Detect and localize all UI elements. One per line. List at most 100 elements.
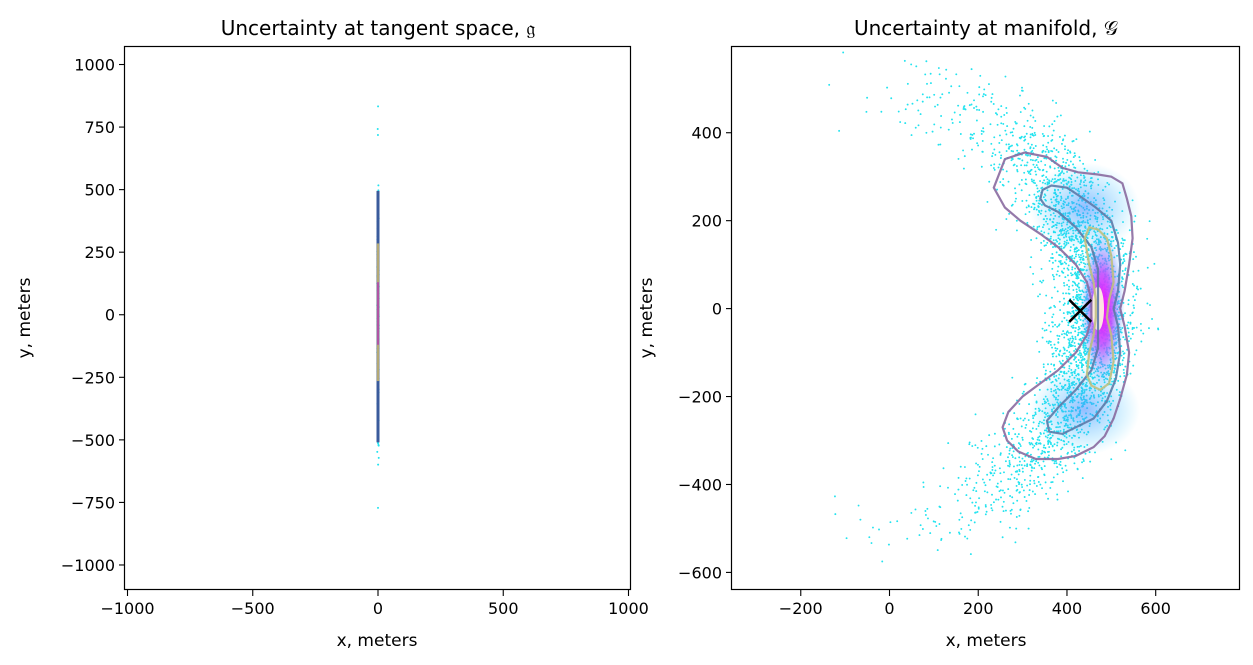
scatter-point: [1040, 267, 1043, 270]
scatter-point: [1062, 330, 1065, 333]
scatter-point: [990, 472, 993, 475]
scatter-point: [1065, 319, 1068, 322]
scatter-point: [1127, 299, 1130, 302]
scatter-point: [1036, 340, 1039, 343]
scatter-point: [928, 96, 931, 99]
scatter-point: [1079, 290, 1082, 293]
scatter-point: [1067, 331, 1070, 334]
scatter-point: [986, 491, 989, 494]
scatter-point: [986, 200, 989, 203]
scatter-point: [988, 180, 991, 183]
scatter-point: [1057, 338, 1060, 340]
scatter-point: [919, 524, 922, 527]
scatter-point: [1063, 297, 1065, 300]
scatter-point: [910, 134, 913, 137]
scatter-point: [1069, 160, 1072, 163]
scatter-point: [1072, 298, 1075, 301]
scatter-point: [1051, 325, 1054, 328]
scatter-point: [1043, 444, 1046, 447]
scatter-point: [991, 155, 994, 158]
scatter-point: [1067, 324, 1070, 327]
scatter-point: [1126, 324, 1129, 327]
scatter-point: [1059, 309, 1062, 311]
scatter-point: [1031, 283, 1034, 286]
scatter-point: [1035, 237, 1038, 240]
scatter-point: [1035, 173, 1038, 176]
right-x-ticks: −200 0 200 400 600: [779, 590, 1171, 618]
scatter-point: [977, 507, 980, 510]
scatter-point: [1075, 297, 1078, 300]
scatter-point: [1029, 483, 1031, 486]
scatter-point: [904, 108, 907, 111]
scatter-point: [1074, 302, 1077, 305]
scatter-point: [1037, 161, 1040, 163]
scatter-point: [1058, 300, 1061, 303]
scatter-point: [845, 537, 848, 540]
scatter-point: [1049, 306, 1052, 309]
scatter-point: [1053, 167, 1056, 170]
scatter-point: [1062, 480, 1064, 483]
scatter-point: [1016, 499, 1019, 502]
scatter-point: [377, 463, 380, 466]
scatter-point: [1010, 437, 1013, 440]
right-xtick-label: 400: [1052, 599, 1083, 618]
scatter-point: [1063, 134, 1066, 137]
scatter-point: [1031, 460, 1034, 463]
scatter-point: [1025, 423, 1028, 426]
left-ytick-label: −750: [71, 493, 115, 512]
scatter-point: [981, 140, 984, 142]
scatter-point: [965, 494, 968, 497]
scatter-point: [1057, 353, 1060, 356]
scatter-point: [1135, 287, 1138, 290]
scatter-point: [1078, 349, 1081, 352]
scatter-point: [926, 507, 929, 510]
scatter-point: [1059, 261, 1062, 264]
right-ytick-label: 0: [712, 300, 722, 319]
scatter-point: [985, 445, 988, 448]
scatter-point: [1058, 463, 1061, 466]
scatter-point: [951, 118, 953, 121]
scatter-point: [1053, 147, 1056, 150]
scatter-point: [1015, 122, 1018, 125]
scatter-point: [1123, 272, 1126, 275]
scatter-point: [1026, 154, 1029, 157]
scatter-point: [1057, 341, 1060, 344]
scatter-point: [1044, 447, 1047, 449]
scatter-point: [377, 443, 380, 446]
scatter-point: [1007, 180, 1010, 183]
scatter-point: [939, 126, 942, 129]
scatter-point: [1011, 131, 1014, 134]
scatter-point: [1056, 290, 1059, 293]
scatter-point: [1026, 170, 1029, 173]
scatter-point: [1125, 253, 1128, 256]
scatter-point: [914, 508, 917, 511]
scatter-point: [1062, 292, 1065, 295]
scatter-point: [1133, 307, 1136, 309]
scatter-point: [1018, 481, 1021, 484]
scatter-point: [1022, 419, 1025, 422]
scatter-point: [1002, 510, 1005, 513]
scatter-point: [929, 72, 932, 75]
scatter-point: [1032, 459, 1035, 462]
scatter-point: [1045, 170, 1048, 173]
scatter-point: [1005, 112, 1008, 114]
scatter-point: [1043, 329, 1046, 332]
scatter-point: [1067, 355, 1070, 358]
scatter-point: [974, 444, 977, 447]
scatter-point: [1029, 266, 1032, 269]
scatter-point: [1082, 358, 1085, 361]
scatter-point: [896, 520, 899, 523]
scatter-point: [1020, 135, 1023, 138]
scatter-point: [998, 443, 1001, 446]
scatter-point: [1000, 105, 1003, 108]
scatter-point: [1021, 159, 1024, 162]
scatter-point: [963, 105, 966, 107]
scatter-point: [994, 112, 997, 115]
scatter-point: [1076, 302, 1079, 305]
scatter-point: [1074, 318, 1077, 321]
scatter-point: [1063, 284, 1066, 287]
scatter-point: [1030, 239, 1033, 241]
scatter-point: [1030, 168, 1033, 171]
left-x-ticks: −1000 −500 0 500 1000: [100, 590, 649, 618]
scatter-point: [993, 432, 996, 435]
